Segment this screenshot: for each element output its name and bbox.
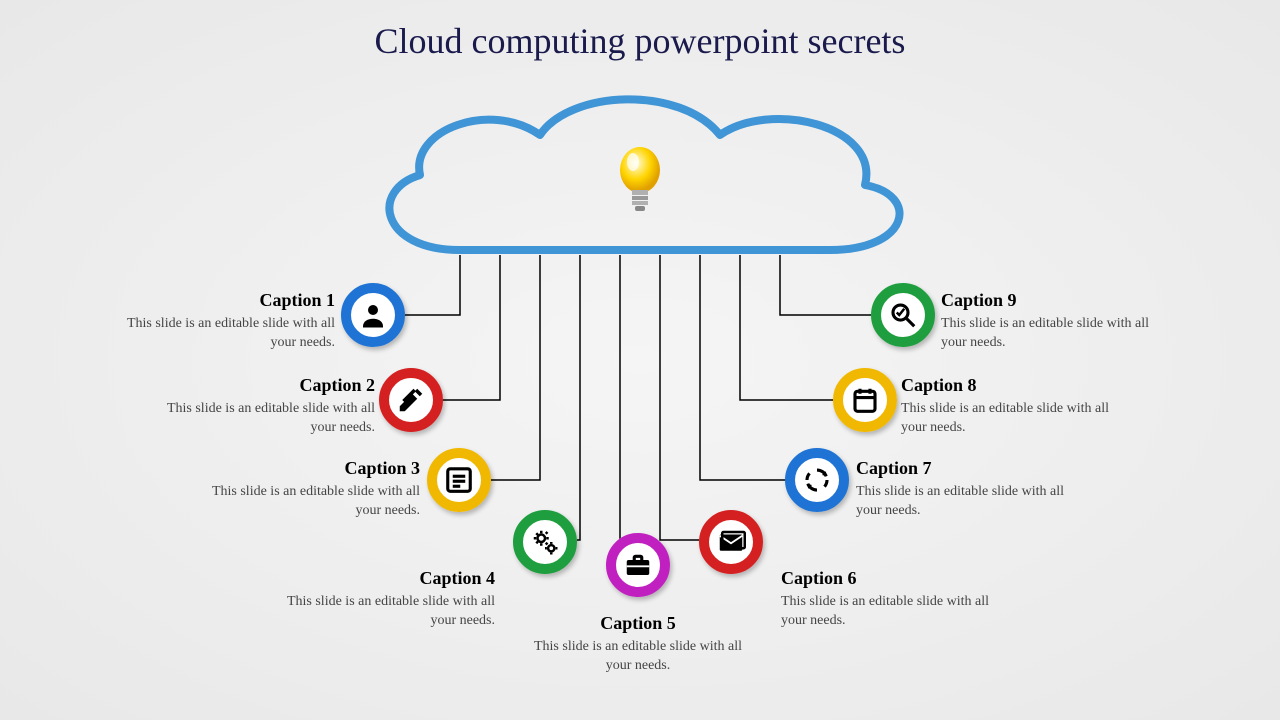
caption-block-9: Caption 9 This slide is an editable slide… (941, 290, 1171, 353)
magnify-icon (888, 300, 918, 330)
cycle-icon (802, 465, 832, 495)
caption-desc: This slide is an editable slide with all… (523, 638, 753, 676)
caption-block-5: Caption 5 This slide is an editable slide… (523, 613, 753, 676)
gears-icon (530, 527, 560, 557)
caption-block-6: Caption 6 This slide is an editable slide… (781, 568, 1011, 631)
caption-block-3: Caption 3 This slide is an editable slide… (190, 458, 420, 521)
caption-block-4: Caption 4 This slide is an editable slide… (265, 568, 495, 631)
caption-block-2: Caption 2 This slide is an editable slide… (145, 375, 375, 438)
caption-desc: This slide is an editable slide with all… (145, 400, 375, 438)
calendar-icon (850, 385, 880, 415)
pencil-icon (396, 385, 426, 415)
caption-title: Caption 1 (105, 290, 335, 311)
caption-desc: This slide is an editable slide with all… (105, 315, 335, 353)
node-7 (785, 448, 849, 512)
caption-title: Caption 4 (265, 568, 495, 589)
node-9 (871, 283, 935, 347)
node-1 (341, 283, 405, 347)
node-3 (427, 448, 491, 512)
envelope-icon (716, 527, 746, 557)
list-icon (444, 465, 474, 495)
caption-title: Caption 3 (190, 458, 420, 479)
caption-title: Caption 7 (856, 458, 1086, 479)
caption-title: Caption 5 (523, 613, 753, 634)
lightbulb-icon (615, 145, 665, 215)
caption-desc: This slide is an editable slide with all… (856, 483, 1086, 521)
caption-desc: This slide is an editable slide with all… (941, 315, 1171, 353)
caption-desc: This slide is an editable slide with all… (781, 593, 1011, 631)
caption-block-7: Caption 7 This slide is an editable slide… (856, 458, 1086, 521)
node-5 (606, 533, 670, 597)
node-6 (699, 510, 763, 574)
caption-title: Caption 8 (901, 375, 1131, 396)
node-8 (833, 368, 897, 432)
caption-title: Caption 2 (145, 375, 375, 396)
page-title: Cloud computing powerpoint secrets (0, 0, 1280, 62)
caption-desc: This slide is an editable slide with all… (190, 483, 420, 521)
caption-desc: This slide is an editable slide with all… (901, 400, 1131, 438)
diagram-canvas: Caption 1 This slide is an editable slide… (0, 80, 1280, 720)
briefcase-icon (623, 550, 653, 580)
caption-block-1: Caption 1 This slide is an editable slide… (105, 290, 335, 353)
caption-title: Caption 6 (781, 568, 1011, 589)
caption-title: Caption 9 (941, 290, 1171, 311)
node-4 (513, 510, 577, 574)
caption-block-8: Caption 8 This slide is an editable slide… (901, 375, 1131, 438)
person-icon (358, 300, 388, 330)
caption-desc: This slide is an editable slide with all… (265, 593, 495, 631)
node-2 (379, 368, 443, 432)
